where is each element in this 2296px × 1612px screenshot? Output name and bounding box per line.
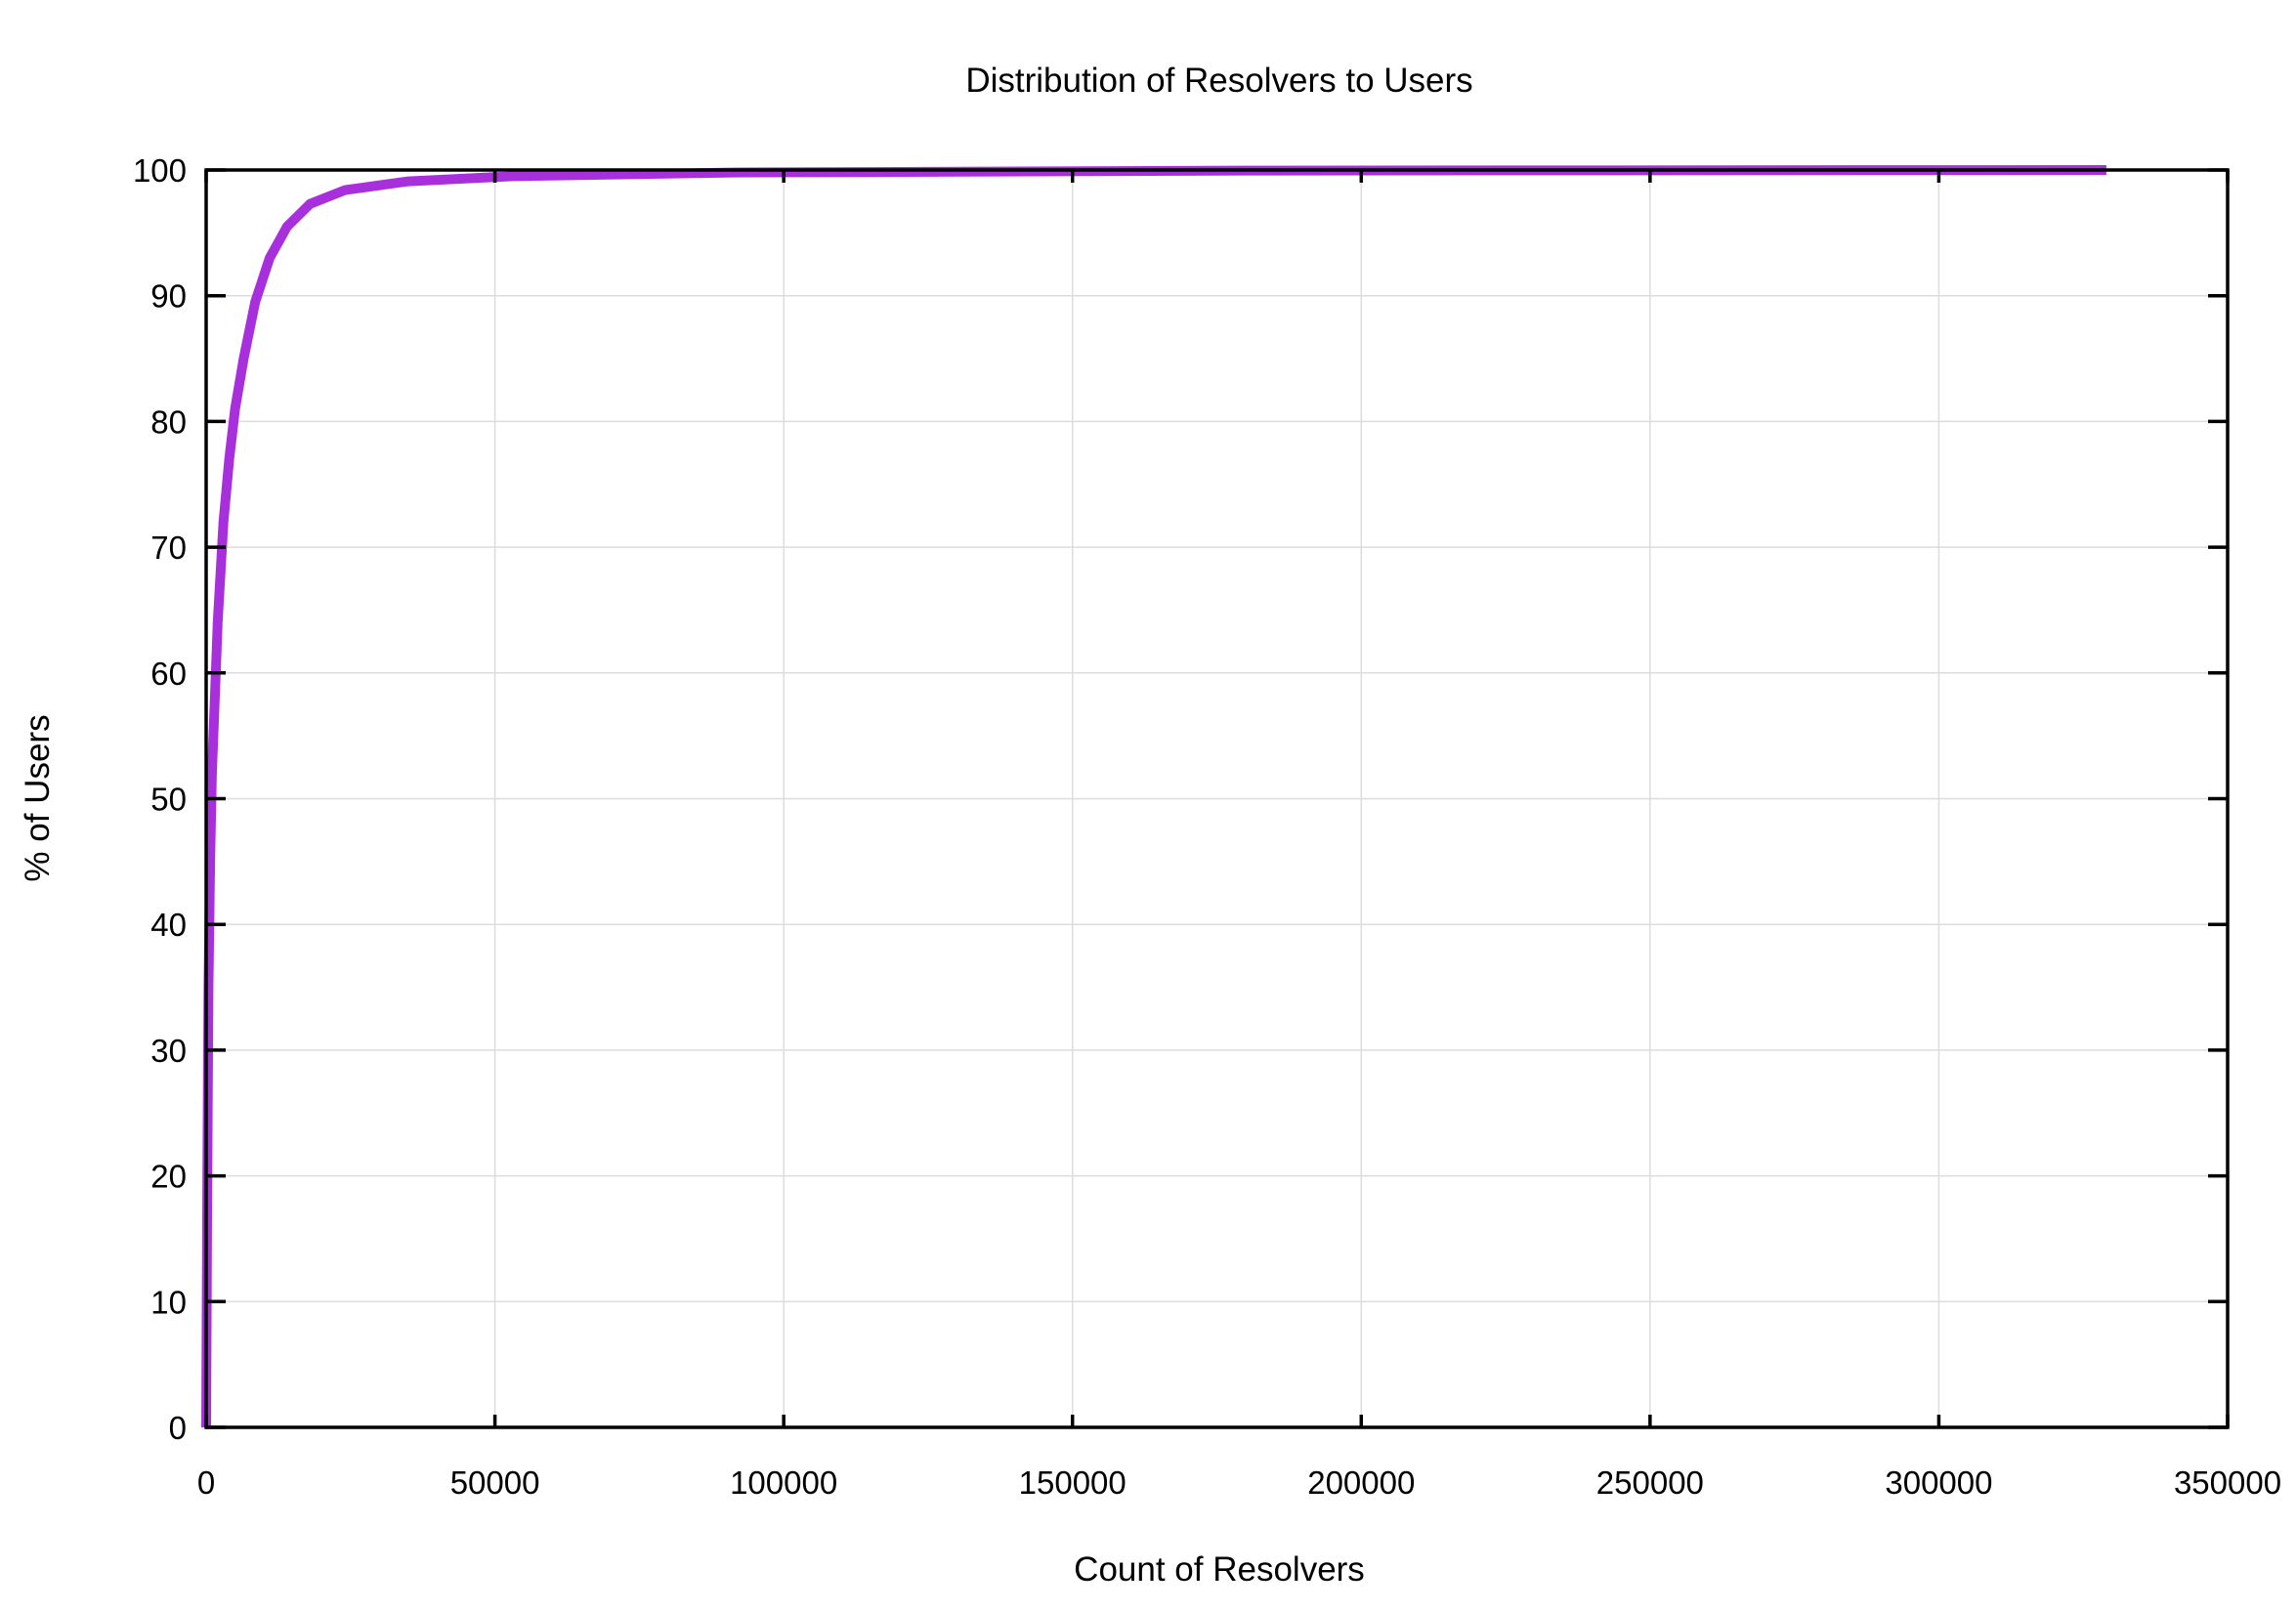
y-tick-label: 40: [150, 907, 187, 943]
y-tick-label: 50: [150, 782, 187, 818]
x-tick-label: 300000: [1885, 1464, 1992, 1501]
x-tick-label: 100000: [730, 1464, 837, 1501]
y-tick-label: 80: [150, 403, 187, 440]
grid: [206, 170, 2228, 1427]
y-tick-label: 100: [133, 152, 187, 189]
x-tick-label: 50000: [450, 1464, 540, 1501]
y-tick-label: 90: [150, 278, 187, 315]
x-tick-label: 0: [197, 1464, 215, 1501]
y-tick-label: 20: [150, 1159, 187, 1195]
y-tick-label: 0: [169, 1410, 187, 1446]
x-axis-label: Count of Resolvers: [1074, 1550, 1365, 1589]
x-tick-label: 150000: [1019, 1464, 1127, 1501]
y-tick-label: 10: [150, 1284, 187, 1320]
x-tick-label: 250000: [1596, 1464, 1704, 1501]
y-tick-label: 70: [150, 530, 187, 566]
x-tick-label: 350000: [2174, 1464, 2281, 1501]
ticks: 0 50000 100000 150000 200000 250000 300000 3500…: [133, 152, 2281, 1501]
y-tick-label: 30: [150, 1033, 187, 1069]
y-axis-label: % of Users: [19, 714, 57, 881]
x-tick-label: 200000: [1307, 1464, 1415, 1501]
chart-title: Distribution of Resolvers to Users: [965, 62, 1472, 100]
y-tick-label: 60: [150, 656, 187, 692]
